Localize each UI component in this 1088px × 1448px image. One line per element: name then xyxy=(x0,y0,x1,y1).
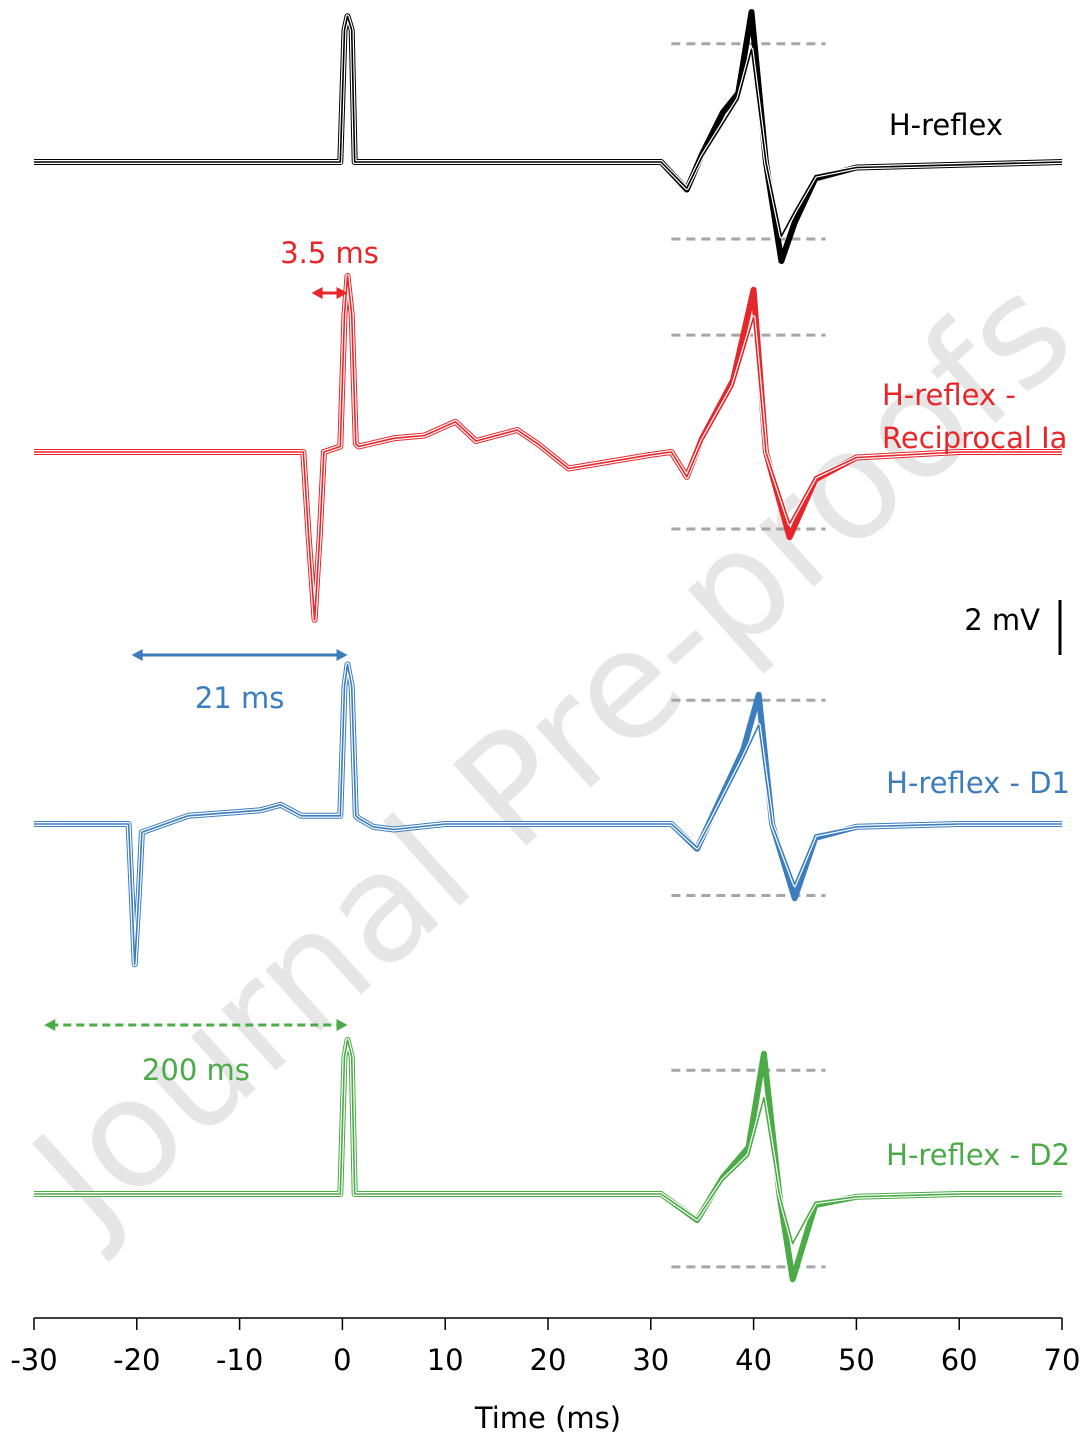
x-tick-label: 10 xyxy=(427,1343,464,1377)
trace-label: H-reflex xyxy=(889,108,1003,142)
trace-thin xyxy=(34,275,1062,621)
x-tick-label: 40 xyxy=(735,1343,772,1377)
trace-thin xyxy=(34,663,1062,966)
arrow-head xyxy=(336,287,348,299)
x-tick-label: 30 xyxy=(632,1343,669,1377)
x-tick-label: 50 xyxy=(838,1343,875,1377)
trace-label: H-reflex - xyxy=(882,378,1016,412)
trace-thin xyxy=(34,15,1063,238)
interval-label: 3.5 ms xyxy=(280,236,379,270)
x-tick-label: 20 xyxy=(530,1343,567,1377)
x-axis-title: Time (ms) xyxy=(474,1401,621,1435)
x-tick-label: -20 xyxy=(113,1343,160,1377)
x-tick-label: -10 xyxy=(216,1343,263,1377)
arrow-head xyxy=(44,1019,56,1031)
arrow-head xyxy=(131,649,143,661)
arrow-head xyxy=(336,649,348,661)
trace-label: H-reflex - D2 xyxy=(886,1138,1070,1172)
x-tick-label: 60 xyxy=(941,1343,978,1377)
scale-bar-label: 2 mV xyxy=(964,603,1040,637)
arrow-head xyxy=(311,287,323,299)
x-tick-label: 0 xyxy=(333,1343,351,1377)
trace-label: H-reflex - D1 xyxy=(886,766,1070,800)
trace-thin xyxy=(34,1039,1062,1245)
x-tick-label: 70 xyxy=(1044,1343,1081,1377)
x-tick-label: -30 xyxy=(10,1343,57,1377)
interval-label: 200 ms xyxy=(142,1053,250,1087)
interval-label: 21 ms xyxy=(195,681,284,715)
arrow-head xyxy=(336,1019,348,1031)
trace-label: Reciprocal Ia xyxy=(882,421,1067,455)
